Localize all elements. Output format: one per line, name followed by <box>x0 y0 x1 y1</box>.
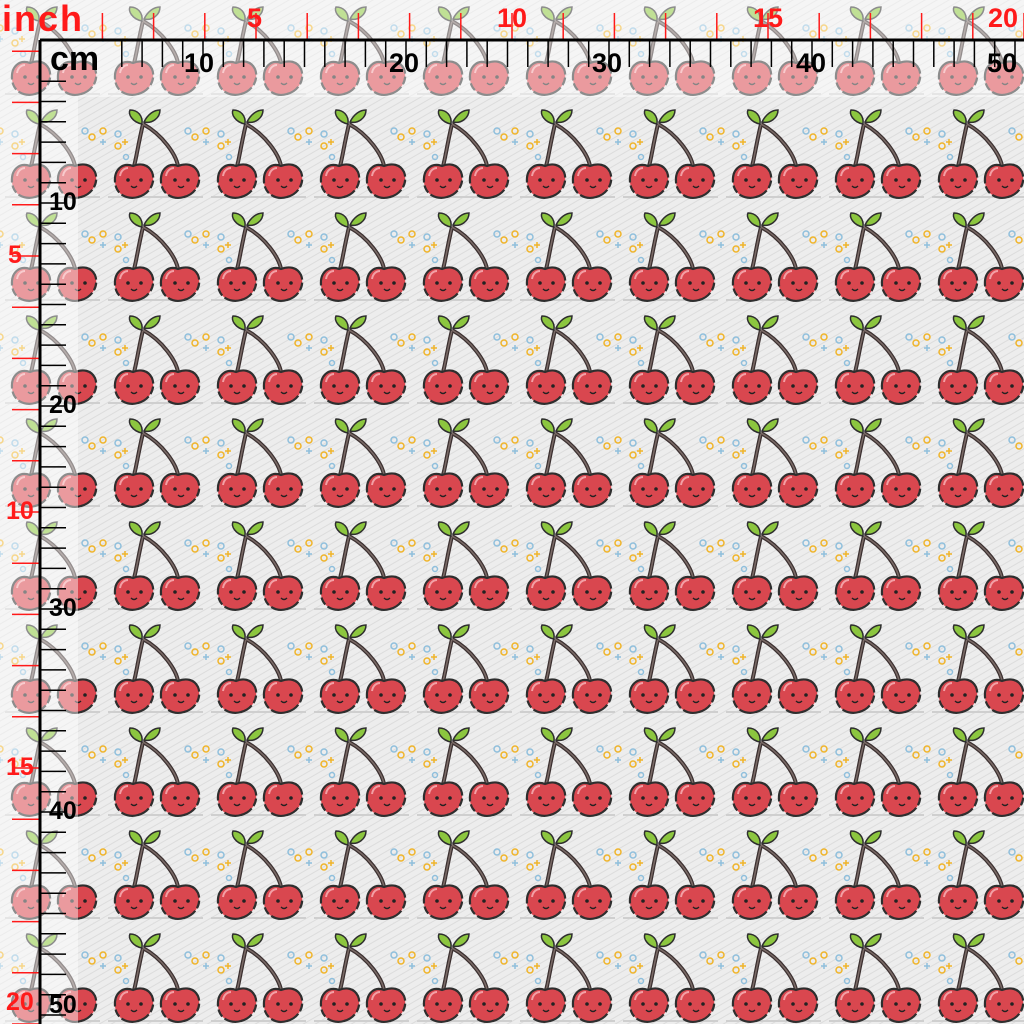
ruler-ticks <box>12 13 1024 1024</box>
left-inch-label: 15 <box>6 753 34 781</box>
left-cm-label: 30 <box>49 594 77 622</box>
left-cm-label: 50 <box>49 991 77 1019</box>
top-cm-label: 30 <box>592 48 623 78</box>
inch-unit-label: inch <box>2 0 85 39</box>
top-inch-label: 20 <box>988 3 1019 33</box>
left-inch-label: 10 <box>6 497 34 525</box>
left-cm-label: 10 <box>49 188 77 216</box>
top-cm-label: 20 <box>389 48 420 78</box>
cm-unit-label: cm <box>50 40 100 78</box>
left-inch-label: 5 <box>8 241 22 269</box>
left-inch-label: 20 <box>6 988 34 1016</box>
top-inch-label: 15 <box>753 3 784 33</box>
left-cm-label: 40 <box>49 797 77 825</box>
top-inch-label: 10 <box>497 3 528 33</box>
left-cm-label: 20 <box>49 391 77 419</box>
top-cm-label: 40 <box>796 48 827 78</box>
top-cm-label: 10 <box>184 48 215 78</box>
top-cm-label: 50 <box>987 48 1018 78</box>
top-inch-label: 5 <box>247 3 263 33</box>
